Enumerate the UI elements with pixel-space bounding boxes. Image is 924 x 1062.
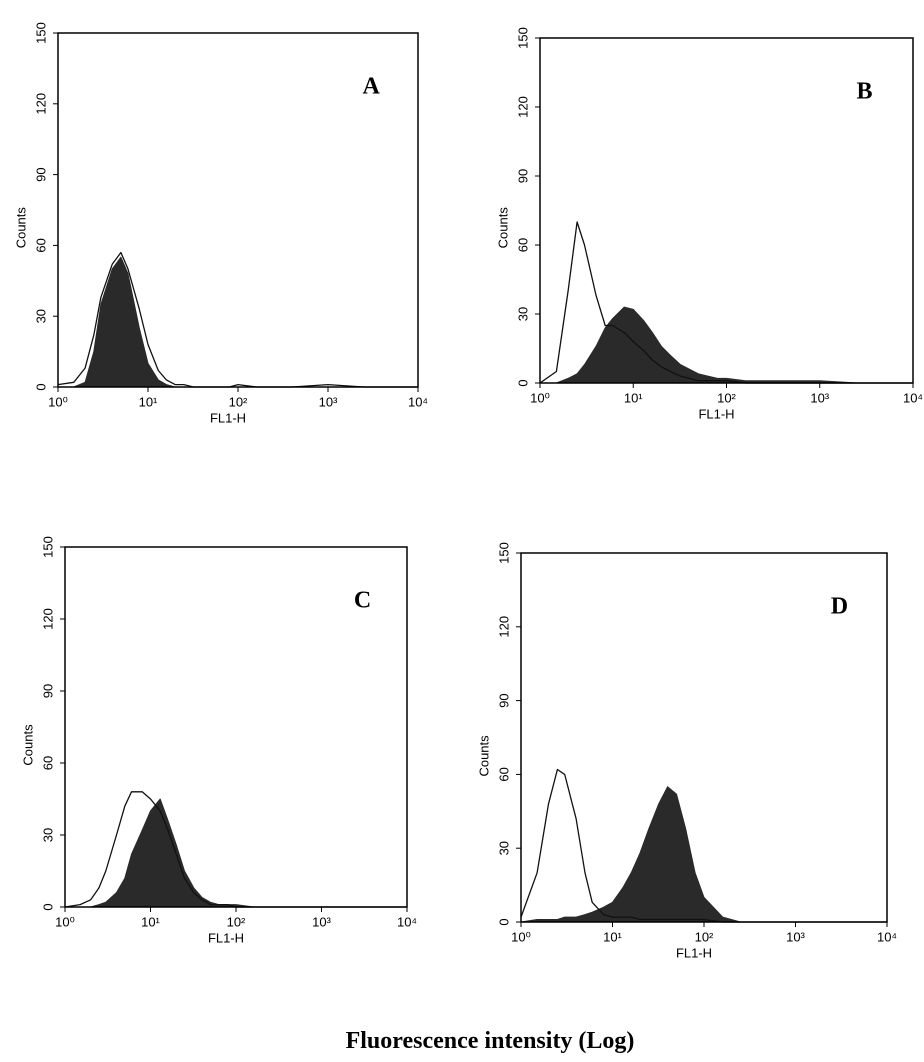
y-tick-label: 30: [40, 828, 55, 842]
y-tick-label: 30: [515, 307, 530, 321]
y-tick-label: 150: [496, 542, 511, 564]
x-tick-label: 10⁴: [397, 914, 417, 929]
x-tick-label: 10⁰: [48, 394, 68, 409]
x-tick-label: 10⁴: [877, 929, 897, 944]
y-tick-label: 60: [40, 756, 55, 770]
y-tick-label: 150: [515, 27, 530, 49]
x-tick-label: 10¹: [624, 390, 643, 405]
x-tick-label: 10¹: [139, 394, 158, 409]
y-tick-label: 120: [33, 93, 48, 115]
y-tick-label: 0: [40, 903, 55, 910]
histogram-panel: 0 30 60 90 120 150 10⁰ 10¹ 10² 10³ 10⁴ FL1-H Counts B: [495, 27, 923, 421]
caption: Fluorescence intensity (Log): [346, 1028, 635, 1054]
y-tick-label: 60: [33, 238, 48, 252]
y-tick-label: 30: [496, 841, 511, 855]
x-axis-label: FL1-H: [208, 930, 244, 945]
x-tick-label: 10³: [312, 914, 331, 929]
y-tick-label: 90: [33, 167, 48, 181]
y-tick-label: 150: [40, 536, 55, 558]
y-tick-label: 30: [33, 309, 48, 323]
y-axis-label: Counts: [13, 207, 28, 249]
histogram-panel: 0 30 60 90 120 150 10⁰ 10¹ 10² 10³ 10⁴ FL1-H Counts A: [13, 22, 428, 425]
x-tick-label: 10⁰: [530, 390, 550, 405]
panel-letter: C: [354, 588, 371, 614]
x-tick-label: 10³: [319, 394, 338, 409]
x-axis-label: FL1-H: [676, 945, 712, 960]
x-tick-label: 10²: [229, 394, 248, 409]
x-tick-label: 10⁴: [903, 390, 923, 405]
x-tick-label: 10²: [227, 914, 246, 929]
y-tick-label: 60: [496, 767, 511, 781]
x-tick-label: 10³: [786, 929, 805, 944]
x-tick-label: 10³: [810, 390, 829, 405]
y-axis-label: Counts: [495, 207, 510, 249]
y-tick-label: 90: [40, 684, 55, 698]
y-tick-label: 150: [33, 22, 48, 44]
panel-letter: A: [363, 74, 381, 100]
x-tick-label: 10²: [695, 929, 714, 944]
panel-letter: D: [831, 594, 848, 620]
y-tick-label: 120: [40, 608, 55, 630]
x-tick-label: 10¹: [603, 929, 622, 944]
x-tick-label: 10⁴: [408, 394, 428, 409]
x-tick-label: 10⁰: [55, 914, 75, 929]
y-tick-label: 0: [33, 383, 48, 390]
y-axis-label: Counts: [476, 735, 491, 777]
y-tick-label: 120: [515, 96, 530, 118]
y-tick-label: 0: [515, 379, 530, 386]
histogram-panel: 0 30 60 90 120 150 10⁰ 10¹ 10² 10³ 10⁴ FL1-H Counts C: [20, 536, 417, 945]
histogram-panel: 0 30 60 90 120 150 10⁰ 10¹ 10² 10³ 10⁴ FL1-H Counts D: [476, 542, 897, 960]
y-tick-label: 90: [515, 169, 530, 183]
panel-letter: B: [857, 79, 873, 105]
x-tick-label: 10²: [717, 390, 736, 405]
y-tick-label: 60: [515, 238, 530, 252]
y-axis-label: Counts: [20, 724, 35, 766]
y-tick-label: 0: [496, 918, 511, 925]
x-axis-label: FL1-H: [698, 406, 734, 421]
x-tick-label: 10¹: [141, 914, 160, 929]
filled-histogram: [539, 306, 914, 384]
x-tick-label: 10⁰: [511, 929, 531, 944]
y-tick-label: 90: [496, 693, 511, 707]
y-tick-label: 120: [496, 616, 511, 638]
x-axis-label: FL1-H: [210, 410, 246, 425]
